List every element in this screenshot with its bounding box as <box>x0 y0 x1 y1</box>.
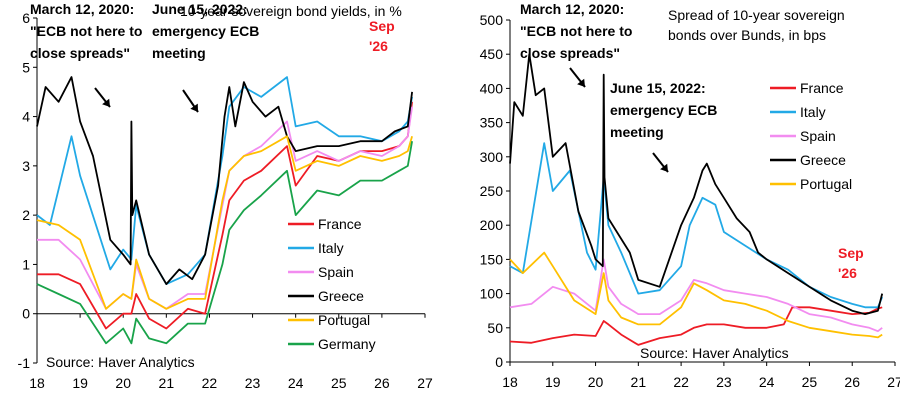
chart2-x-tick-label: 22 <box>673 374 689 390</box>
chart2-annotation: "ECB not here to <box>520 23 632 39</box>
chart2-y-tick-label: 350 <box>480 115 504 131</box>
chart2-y-tick-label: 500 <box>480 12 504 28</box>
chart1-annotation-arrowhead <box>190 103 198 112</box>
chart2-y-tick-label: 200 <box>480 217 504 233</box>
chart1-legend-label: France <box>318 216 362 232</box>
chart1-annotation: emergency ECB <box>152 23 259 39</box>
chart1-legend-label: Italy <box>318 240 344 256</box>
chart1-annotation: "ECB not here to <box>30 23 142 39</box>
chart2-annotation: emergency ECB <box>610 102 717 118</box>
chart1-x-tick-label: 27 <box>417 375 433 391</box>
chart2-y-tick-label: 100 <box>480 286 504 302</box>
chart1-end-label: '26 <box>369 38 388 54</box>
chart2-series-france <box>509 306 883 346</box>
chart2-x-tick-label: 20 <box>588 374 604 390</box>
chart2-series-greece <box>509 53 884 316</box>
chart1-y-tick-label: 4 <box>22 109 30 125</box>
chart1-legend-label: Greece <box>318 288 364 304</box>
chart1-y-tick-label: 3 <box>22 158 30 174</box>
chart1-x-tick-label: 24 <box>288 375 304 391</box>
chart2-legend-label: France <box>800 80 844 96</box>
chart2-annotation: meeting <box>610 124 664 140</box>
chart2-x-tick-label: 21 <box>631 374 647 390</box>
chart1-legend-label: Spain <box>318 264 354 280</box>
chart1-x-tick-label: 22 <box>202 375 218 391</box>
chart1-annotation-arrowhead <box>102 98 110 107</box>
chart1-series-germany <box>36 141 413 345</box>
chart2-annotation-arrowhead <box>577 78 585 87</box>
chart2-annotation-arrowhead <box>660 163 668 172</box>
chart1-annotation: March 12, 2020: <box>30 1 134 17</box>
chart2-annotation: March 12, 2020: <box>520 1 624 17</box>
chart1-x-tick-label: 21 <box>159 375 175 391</box>
chart1-legend-label: Portugal <box>318 312 370 328</box>
chart2-series-spain <box>509 258 883 333</box>
chart1-legend-label: Germany <box>318 336 376 352</box>
chart2-x-tick-label: 23 <box>716 374 732 390</box>
chart2-y-tick-label: 250 <box>480 183 504 199</box>
chart1-x-tick-label: 19 <box>72 375 88 391</box>
chart1-y-tick-label: 2 <box>22 207 30 223</box>
chart1-x-tick-label: 23 <box>245 375 261 391</box>
chart2-series-portugal <box>509 251 883 339</box>
chart1-y-tick-label: 6 <box>22 10 30 26</box>
chart2-annotation: close spreads" <box>520 45 620 61</box>
chart2-title: bonds over Bunds, in bps <box>668 27 826 43</box>
chart2-end-label: Sep <box>838 245 864 261</box>
chart1-y-tick-label: -1 <box>18 355 31 371</box>
chart2-x-tick-label: 19 <box>545 374 561 390</box>
chart2-x-tick-label: 18 <box>502 374 518 390</box>
chart1-series-greece <box>36 76 413 286</box>
chart1-series-italy <box>36 76 413 286</box>
chart1-y-tick-label: 5 <box>22 59 30 75</box>
chart2-legend-label: Portugal <box>800 176 852 192</box>
chart2-legend-label: Spain <box>800 128 836 144</box>
chart2-y-tick-label: 450 <box>480 46 504 62</box>
chart2-end-label: '26 <box>838 265 857 281</box>
chart2-legend-label: Greece <box>800 152 846 168</box>
chart1-end-label: Sep <box>369 18 395 34</box>
chart1-x-tick-label: 25 <box>331 375 347 391</box>
chart1-x-tick-label: 26 <box>374 375 390 391</box>
chart2-x-tick-label: 27 <box>887 374 900 390</box>
chart1-series-portugal <box>36 135 413 310</box>
chart1-annotation: meeting <box>152 45 206 61</box>
chart1-x-tick-label: 18 <box>29 375 45 391</box>
chart1-y-tick-label: 1 <box>22 256 30 272</box>
chart1-source: Source: Haver Analytics <box>46 354 195 370</box>
chart1-y-tick-label: 0 <box>22 306 30 322</box>
chart2-y-tick-label: 300 <box>480 149 504 165</box>
chart2-y-tick-label: 150 <box>480 251 504 267</box>
chart2-annotation: June 15, 2022: <box>610 80 706 96</box>
chart2-x-tick-label: 26 <box>844 374 860 390</box>
chart2-y-tick-label: 50 <box>487 320 503 336</box>
chart2-y-tick-label: 400 <box>480 80 504 96</box>
chart2-x-tick-label: 24 <box>759 374 775 390</box>
chart1-annotation: close spreads" <box>30 45 130 61</box>
chart1-annotation: June 15, 2022: <box>152 1 248 17</box>
chart2-x-tick-label: 25 <box>802 374 818 390</box>
chart2-source: Source: Haver Analytics <box>640 345 789 361</box>
chart2-title: Spread of 10-year sovereign <box>668 7 845 23</box>
chart1-title: 10-year sovereign bond yields, in % <box>180 3 402 19</box>
chart2-legend-label: Italy <box>800 104 826 120</box>
chart1-x-tick-label: 20 <box>115 375 131 391</box>
chart2-y-tick-label: 0 <box>495 354 503 370</box>
